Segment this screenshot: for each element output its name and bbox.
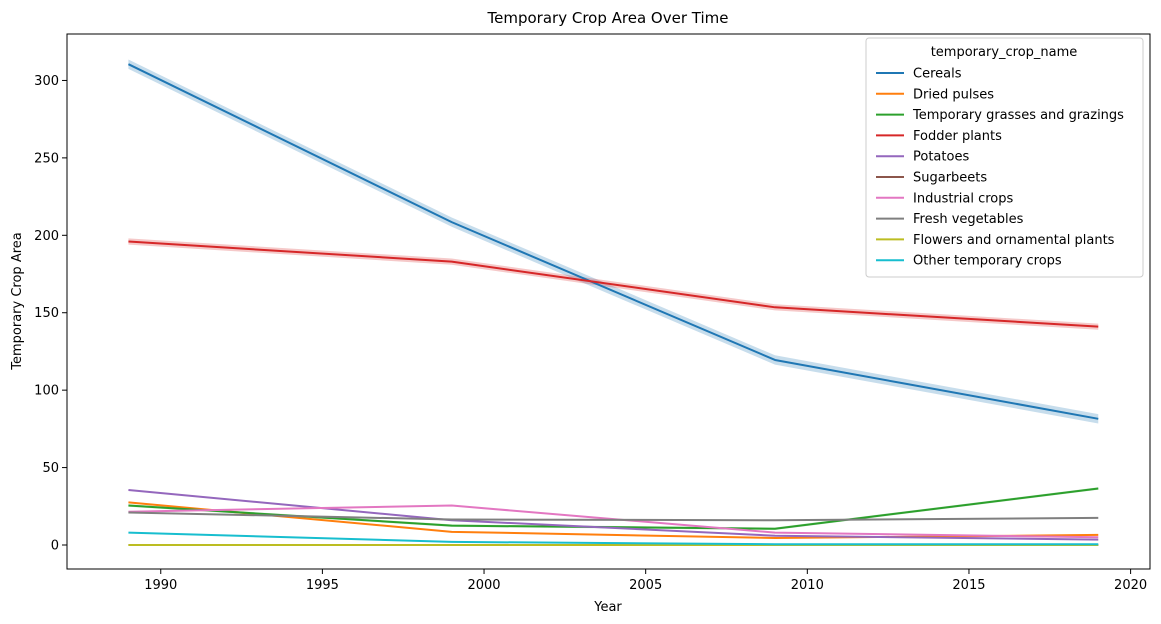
x-tick-label: 2005 — [629, 578, 662, 593]
series-lines — [127, 63, 1099, 546]
series-line-6 — [128, 504, 1099, 539]
legend-label: Other temporary crops — [913, 254, 1062, 269]
x-tick-label: 2020 — [1114, 578, 1147, 593]
legend-label: Fresh vegetables — [913, 212, 1024, 227]
y-axis-ticks: 0 50 100 150 200 250 300 — [34, 74, 67, 553]
legend: temporary_crop_name Cereals Dried pulses T… — [865, 37, 1144, 278]
x-tick-label: 1990 — [144, 578, 177, 593]
y-tick-label: 150 — [34, 306, 59, 321]
legend-label: Fodder plants — [913, 129, 1002, 144]
y-axis-label: Temporary Crop Area — [10, 232, 25, 370]
legend-label: Dried pulses — [913, 87, 994, 102]
x-axis-ticks: 1990 1995 2000 2005 2010 2015 2020 — [144, 569, 1147, 593]
legend-title: temporary_crop_name — [931, 45, 1078, 60]
y-tick-label: 100 — [34, 384, 59, 399]
y-tick-label: 0 — [51, 538, 59, 553]
legend-label: Temporary grasses and grazings — [912, 108, 1124, 123]
x-tick-label: 2010 — [791, 578, 824, 593]
y-tick-label: 50 — [42, 461, 59, 476]
y-tick-label: 250 — [34, 151, 59, 166]
legend-label: Cereals — [913, 67, 962, 82]
series-line-7 — [128, 511, 1099, 522]
legend-label: Sugarbeets — [913, 171, 987, 186]
x-axis-label: Year — [593, 600, 622, 615]
y-tick-label: 300 — [34, 74, 59, 89]
legend-label: Industrial crops — [913, 191, 1014, 206]
x-tick-label: 2015 — [952, 578, 985, 593]
x-tick-label: 1995 — [306, 578, 339, 593]
legend-items: Cereals Dried pulses Temporary grasses and… — [876, 67, 1124, 269]
y-tick-label: 200 — [34, 229, 59, 244]
series-line-9 — [128, 531, 1099, 546]
chart-title: Temporary Crop Area Over Time — [487, 9, 729, 27]
legend-box — [865, 37, 1144, 278]
x-tick-label: 2000 — [467, 578, 500, 593]
series-line-4 — [128, 489, 1099, 541]
legend-label: Potatoes — [913, 150, 969, 165]
series-line-1 — [128, 501, 1099, 540]
series-line-0 — [127, 63, 1099, 420]
plot-frame — [66, 33, 1151, 570]
series-line-3 — [128, 240, 1099, 328]
legend-label: Flowers and ornamental plants — [913, 233, 1115, 248]
